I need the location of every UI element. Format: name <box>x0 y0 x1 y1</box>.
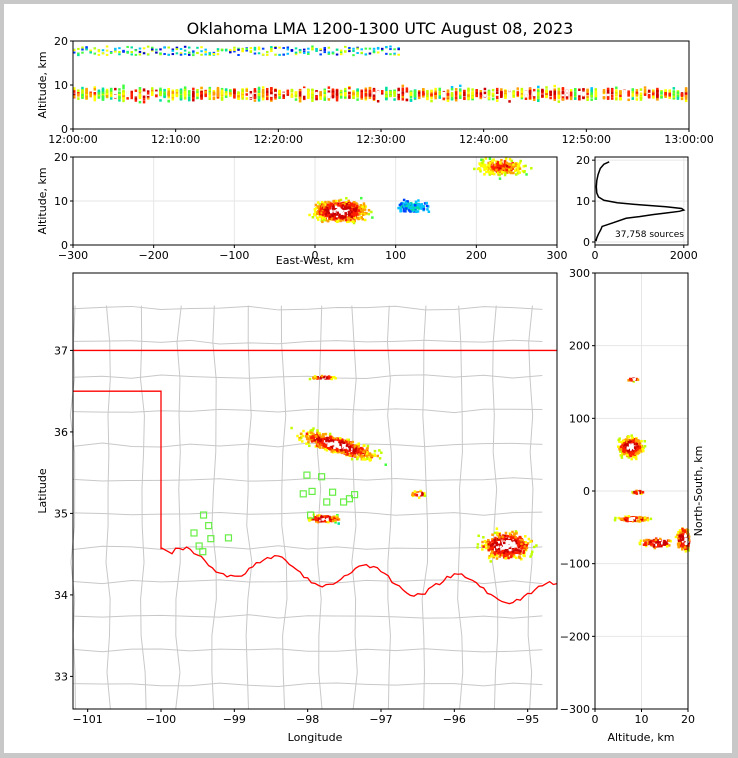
northsouth-tick-label: 200 <box>569 340 590 353</box>
longitude-tick-label: −101 <box>73 713 103 726</box>
altitude-northsouth-panel: 0 10 20 300 200 100 0 −100 −200 −300 North-South,… <box>560 267 705 744</box>
altitude-tick-label: 10 <box>54 79 68 92</box>
longitude-tick-label: −99 <box>223 713 246 726</box>
lma-station-marker <box>224 534 233 542</box>
lma-station-marker <box>318 473 326 481</box>
eastwest-tick-label: −200 <box>139 249 169 262</box>
lma-station-marker <box>199 548 207 556</box>
lma-station-marker <box>199 511 208 519</box>
eastwest-tick-label: −100 <box>219 249 249 262</box>
plan-view-ylabel: Latitude <box>36 468 49 514</box>
latitude-tick-label: 37 <box>54 344 68 357</box>
lma-station-marker <box>207 535 215 543</box>
altitude-time-ylabel: Altitude, km <box>36 51 49 118</box>
time-tick-label: 12:00:00 <box>48 133 97 146</box>
lma-stations <box>190 471 359 556</box>
lma-station-marker <box>303 471 311 479</box>
time-tick-label: 12:50:00 <box>562 133 611 146</box>
plan-view-frame <box>72 272 558 710</box>
altitude-time-sources <box>73 45 688 104</box>
longitude-tick-label: −97 <box>369 713 392 726</box>
count-tick-label: 0 <box>592 249 599 262</box>
northsouth-tick-label: −100 <box>560 558 590 571</box>
lma-station-marker <box>299 490 307 498</box>
northsouth-tick-label: 300 <box>569 267 590 280</box>
longitude-tick-label: −100 <box>146 713 176 726</box>
figure-title: Oklahoma LMA 1200-1300 UTC August 08, 20… <box>187 19 574 38</box>
altitude-eastwest-panel: −300 −200 −100 0 100 200 300 0 10 20 Altitude, km… <box>36 151 568 267</box>
northsouth-tick-label: 100 <box>569 412 590 425</box>
source-count-annotation: 37,758 sources <box>615 230 684 240</box>
lma-station-marker <box>351 491 359 499</box>
count-tick-label: 2000 <box>670 249 698 262</box>
latitude-tick-label: 33 <box>54 670 68 683</box>
altitude-northsouth-xlabel: Altitude, km <box>607 731 674 744</box>
altitude-time-panel: 12:00:00 12:10:00 12:20:00 12:30:00 12:40:00… <box>36 35 714 146</box>
time-tick-label: 12:10:00 <box>151 133 200 146</box>
lma-station-marker <box>345 495 354 503</box>
plan-view-panel: −101 −100 −99 −98 −97 −96 −95 33 34 35 36 37 Latitu… <box>36 272 558 744</box>
longitude-tick-label: −95 <box>516 713 539 726</box>
altitude-tick-label: 0 <box>592 713 599 726</box>
time-tick-label: 12:30:00 <box>356 133 405 146</box>
altitude-tick-label: 20 <box>576 154 590 167</box>
altitude-eastwest-ylabel: Altitude, km <box>36 167 49 234</box>
figure-canvas: Oklahoma LMA 1200-1300 UTC August 08, 20… <box>4 4 732 753</box>
altitude-tick-label: 10 <box>635 713 649 726</box>
altitude-eastwest-sources <box>308 157 533 225</box>
eastwest-tick-label: −300 <box>58 249 88 262</box>
time-tick-label: 12:40:00 <box>459 133 508 146</box>
altitude-tick-label: 0 <box>583 236 590 249</box>
lma-station-marker <box>329 488 337 496</box>
eastwest-tick-label: 200 <box>466 249 487 262</box>
county-boundaries <box>69 305 543 710</box>
latitude-tick-label: 34 <box>54 589 68 602</box>
altitude-tick-label: 0 <box>61 239 68 252</box>
altitude-tick-label: 10 <box>54 195 68 208</box>
northsouth-tick-label: 0 <box>583 485 590 498</box>
altitude-tick-label: 10 <box>576 195 590 208</box>
altitude-histogram-panel: 0 2000 0 10 20 37,758 sources <box>576 154 698 262</box>
time-tick-label: 13:00:00 <box>664 133 713 146</box>
altitude-tick-label: 20 <box>54 151 68 164</box>
longitude-tick-label: −98 <box>296 713 319 726</box>
northsouth-tick-label: −200 <box>560 630 590 643</box>
lma-figure: Oklahoma LMA 1200-1300 UTC August 08, 20… <box>36 19 714 744</box>
altitude-tick-label: 20 <box>681 713 695 726</box>
lma-station-marker <box>323 498 331 506</box>
lma-station-marker <box>205 522 213 530</box>
latitude-tick-label: 36 <box>54 426 68 439</box>
lma-station-marker <box>190 529 198 537</box>
latitude-tick-label: 35 <box>54 507 68 520</box>
eastwest-tick-label: 300 <box>547 249 568 262</box>
lma-station-marker <box>307 511 315 519</box>
eastwest-tick-label: 100 <box>385 249 406 262</box>
time-tick-label: 12:20:00 <box>254 133 303 146</box>
northsouth-tick-label: −300 <box>560 703 590 716</box>
altitude-eastwest-xlabel: East-West, km <box>276 254 354 267</box>
plan-view-xlabel: Longitude <box>288 731 343 744</box>
state-border <box>73 349 558 605</box>
eastwest-tick-label: 0 <box>312 249 319 262</box>
altitude-northsouth-ylabel: North-South, km <box>692 446 705 537</box>
plan-view-sources <box>290 374 538 563</box>
lma-station-marker <box>308 487 316 496</box>
altitude-profile-line <box>595 161 686 242</box>
altitude-northsouth-sources <box>613 377 691 553</box>
oklahoma-border-line <box>73 390 558 605</box>
longitude-tick-label: −96 <box>443 713 466 726</box>
altitude-tick-label: 0 <box>61 123 68 136</box>
lma-station-marker <box>340 498 348 506</box>
lma-station-marker <box>195 542 203 550</box>
altitude-tick-label: 20 <box>54 35 68 48</box>
